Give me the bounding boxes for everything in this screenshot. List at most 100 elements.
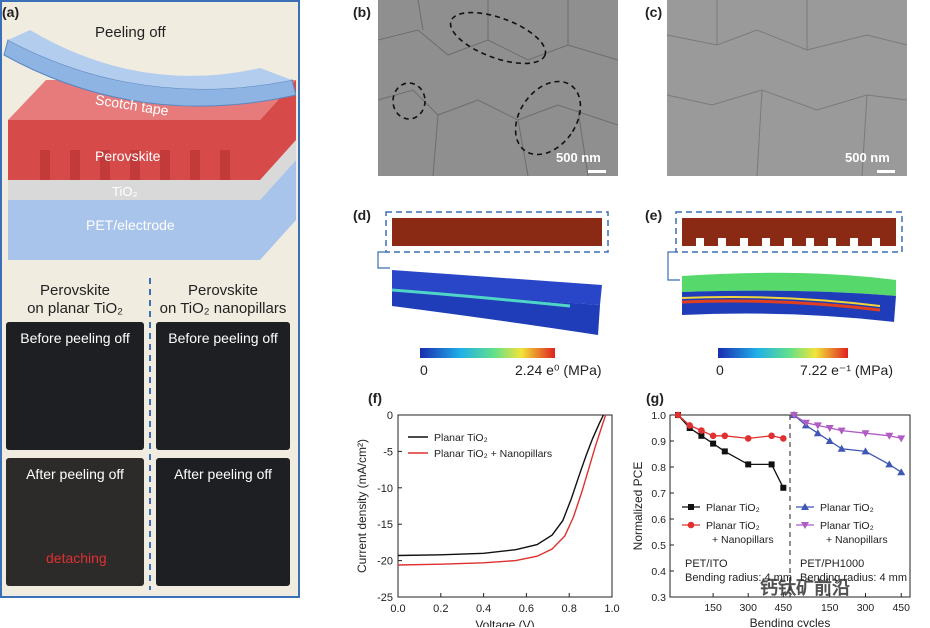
data-point <box>686 422 694 429</box>
colorbar-e-min: 0 <box>716 362 724 378</box>
panel-f-label: (f) <box>368 390 382 406</box>
data-point <box>825 425 834 432</box>
colorbar-d-min: 0 <box>420 362 428 378</box>
data-point <box>861 430 870 438</box>
panel-e-label: (e) <box>645 207 663 223</box>
sub-left-label-2: Bending radius: 4 mm <box>685 572 792 584</box>
legend-label: Planar TiO₂ <box>706 502 760 514</box>
photo-before-nanopillars: Before peeling off <box>156 322 290 450</box>
fea-simulation-nanopillars <box>667 211 903 322</box>
y-tick-label: 0.9 <box>651 436 666 448</box>
x-tick-label: 0.6 <box>519 603 534 615</box>
data-point <box>721 432 729 440</box>
x-tick-label: 300 <box>857 602 875 614</box>
data-point <box>674 411 682 419</box>
photo-after-planar: After peeling off detaching <box>6 458 144 586</box>
data-point <box>885 460 894 468</box>
perovskite-label: Perovskite <box>95 148 161 164</box>
legend-marker <box>688 504 694 510</box>
x-tick-label: 0.0 <box>390 603 405 615</box>
y-tick-label: 0.6 <box>651 514 666 526</box>
sem-texture-b <box>378 0 618 176</box>
data-point <box>698 427 705 434</box>
y-tick-label: -15 <box>377 519 393 531</box>
colorbar-e <box>718 348 848 358</box>
caption-after-right: After peeling off <box>174 466 272 482</box>
col-left-heading: Perovskite on planar TiO₂ <box>0 282 150 318</box>
x-tick-label: 0.8 <box>562 603 577 615</box>
data-point <box>801 419 810 427</box>
legend-label-cont: + Nanopillars <box>712 534 774 546</box>
series-line <box>397 414 605 557</box>
y-tick-label: 0.5 <box>651 540 666 552</box>
legend-label: Planar TiO₂ <box>820 502 874 514</box>
legend-marker <box>801 522 809 529</box>
data-point <box>745 461 752 468</box>
col-right-line2: on TiO₂ nanopillars <box>159 300 287 317</box>
colorbar-d <box>420 348 555 358</box>
legend-marker <box>801 503 809 510</box>
data-point <box>698 432 705 439</box>
legend-marker <box>687 521 695 529</box>
photo-after-nanopillars: After peeling off <box>156 458 290 586</box>
series-line <box>677 414 784 489</box>
panel-b-label: (b) <box>353 4 371 20</box>
y-tick-label: 1.0 <box>651 410 666 422</box>
col-right-line1: Perovskite <box>187 282 259 299</box>
y-tick-label: -25 <box>377 592 393 604</box>
sem-image-planar: 500 nm <box>378 0 618 176</box>
scale-c: 500 nm <box>845 150 890 165</box>
data-point <box>709 432 717 440</box>
data-point <box>780 435 787 442</box>
data-point <box>897 468 906 476</box>
sub-left-label: PET/ITO <box>685 558 728 570</box>
data-point <box>813 429 822 437</box>
data-point <box>825 437 834 444</box>
data-point <box>710 440 717 447</box>
series-line <box>397 414 607 566</box>
sem-texture-c <box>667 0 907 176</box>
data-point <box>885 432 894 440</box>
data-point <box>744 435 752 442</box>
caption-before-left: Before peeling off <box>20 330 130 346</box>
peeling-schematic <box>3 30 296 590</box>
legend-label: Planar TiO₂ <box>434 432 488 444</box>
col-left-line1: Perovskite <box>39 282 111 299</box>
panel-a-label: (a) <box>2 4 20 20</box>
y-tick-label: 0.4 <box>651 566 666 578</box>
data-point <box>861 447 870 455</box>
y-axis-label: Normalized PCE <box>631 462 645 551</box>
sub-right-label: PET/PH1000 <box>800 558 865 570</box>
scale-b: 500 nm <box>556 150 601 165</box>
legend-label: Planar TiO₂ + Nanopillars <box>434 448 552 460</box>
legend-label: Planar TiO₂ <box>820 520 874 532</box>
y-tick-label: 0.7 <box>651 488 666 500</box>
photo-before-planar: Before peeling off <box>6 322 144 450</box>
x-tick-label: 300 <box>739 602 757 614</box>
x-axis-label: Bending cycles <box>750 616 831 627</box>
colorbar-d-max: 2.24 e⁰ (MPa) <box>515 362 602 378</box>
x-tick-label: 450 <box>775 602 793 614</box>
panel-c-label: (c) <box>645 4 663 20</box>
legend-label: Planar TiO₂ <box>706 520 760 532</box>
legend-label-cont: + Nanopillars <box>826 534 888 546</box>
y-tick-label: -20 <box>377 556 393 568</box>
data-point <box>768 461 775 468</box>
x-tick-label: 1.0 <box>604 603 619 615</box>
x-tick-label: 150 <box>704 602 722 614</box>
data-point <box>897 435 906 443</box>
data-point <box>721 448 728 455</box>
tio2-label: TiO₂ <box>112 184 138 199</box>
x-tick-label: 450 <box>892 602 910 614</box>
series-line <box>793 414 902 440</box>
panel-d-label: (d) <box>353 207 371 223</box>
data-point <box>768 432 775 440</box>
x-tick-label: 0.2 <box>433 603 448 615</box>
data-point <box>780 484 787 491</box>
data-point <box>790 412 798 419</box>
peeling-title: Peeling off <box>95 24 166 41</box>
data-point <box>837 427 846 435</box>
y-tick-label: -5 <box>383 446 393 458</box>
y-tick-label: -10 <box>377 483 393 495</box>
watermark: 钙钛矿前沿 <box>760 578 850 598</box>
